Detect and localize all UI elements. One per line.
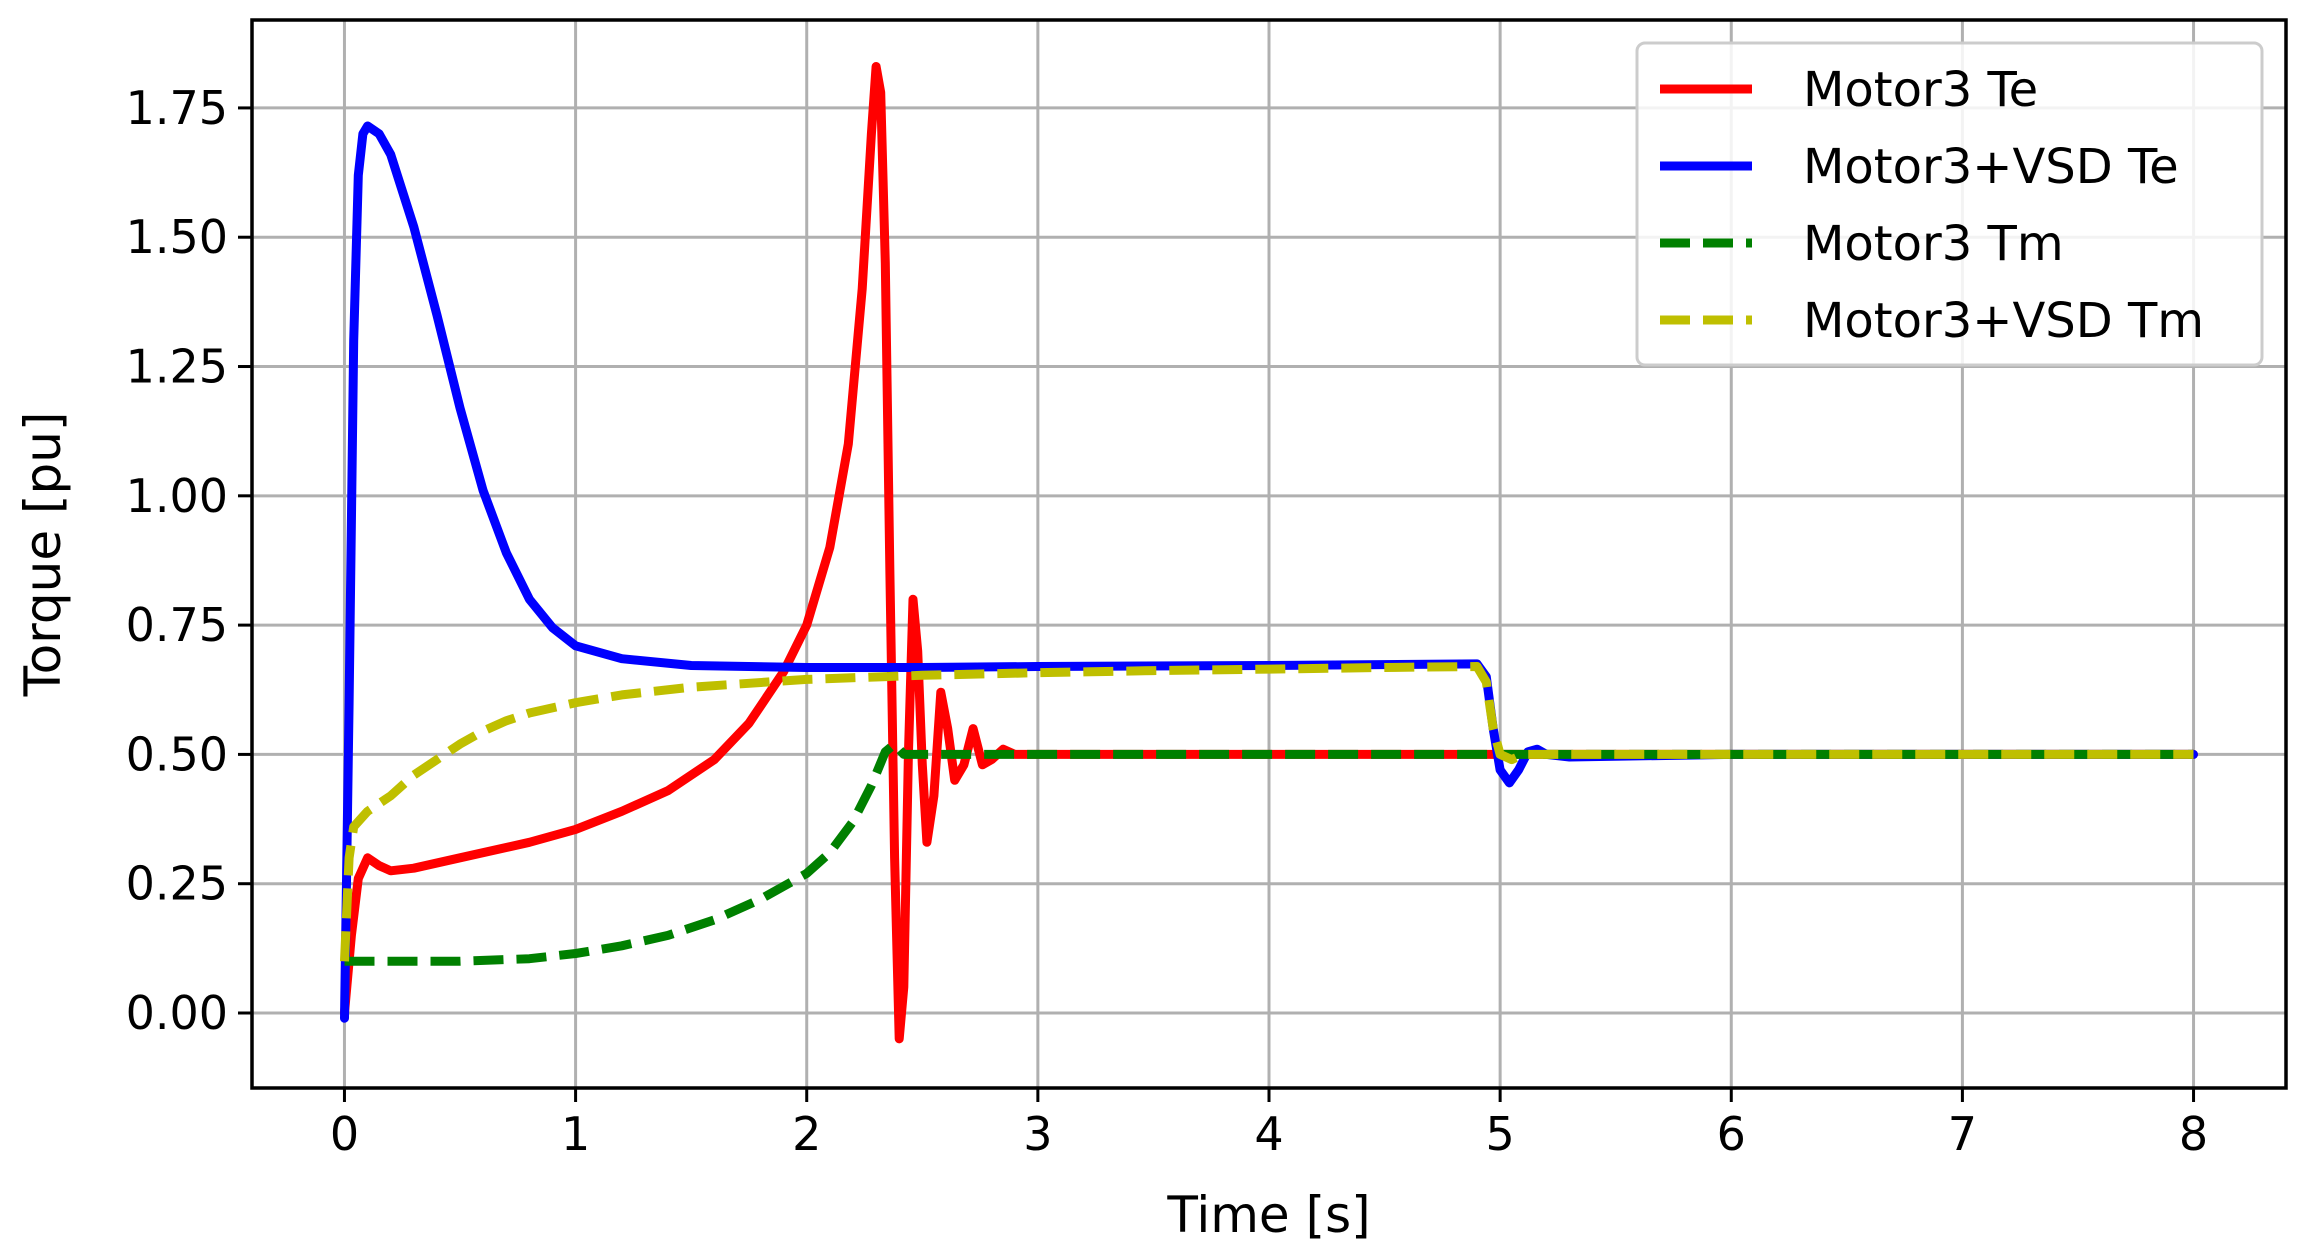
series-line-2	[344, 739, 2194, 966]
y-axis-label: Torque [pu]	[14, 412, 72, 698]
y-tick-label: 0.50	[126, 727, 228, 781]
series-line-3	[340, 662, 2194, 962]
x-tick-label: 4	[1254, 1107, 1283, 1161]
y-tick-label: 1.75	[126, 81, 228, 135]
x-tick-label: 5	[1485, 1107, 1514, 1161]
legend-label: Motor3+VSD Te	[1803, 139, 2179, 195]
legend-label: Motor3+VSD Tm	[1803, 293, 2204, 349]
plot-frame	[250, 18, 2288, 1090]
y-tick-label: 0.25	[126, 857, 228, 911]
x-tick-label: 6	[1717, 1107, 1746, 1161]
x-axis-label: Time [s]	[1166, 1186, 1370, 1244]
y-tick-label: 0.00	[126, 986, 228, 1040]
legend: Motor3 Te Motor3+VSD Te Motor3 Tm Motor3+VS…	[1635, 41, 2264, 367]
legend-label: Motor3 Tm	[1803, 216, 2064, 272]
y-tick-label: 1.50	[126, 210, 228, 264]
y-tick-label: 0.75	[126, 598, 228, 652]
y-axis-ticks: 0.00 0.25 0.50 0.75 1.00 1.25 1.50 1.75	[126, 81, 252, 1040]
data-series	[340, 62, 2198, 1044]
legend-label: Motor3 Te	[1803, 62, 2038, 118]
x-tick-label: 2	[792, 1107, 821, 1161]
x-axis-ticks: 0 1 2 3 4 5 6 7 8	[330, 1088, 2208, 1161]
y-tick-label: 1.25	[126, 340, 228, 394]
y-tick-label: 1.00	[126, 469, 228, 523]
x-tick-label: 0	[330, 1107, 359, 1161]
series-line-1	[340, 121, 2198, 1023]
x-tick-label: 8	[2179, 1107, 2208, 1161]
legend-box	[1635, 41, 2264, 367]
series-line-0	[340, 62, 2198, 1044]
x-tick-label: 1	[561, 1107, 590, 1161]
x-tick-label: 7	[1948, 1107, 1977, 1161]
x-tick-label: 3	[1023, 1107, 1052, 1161]
